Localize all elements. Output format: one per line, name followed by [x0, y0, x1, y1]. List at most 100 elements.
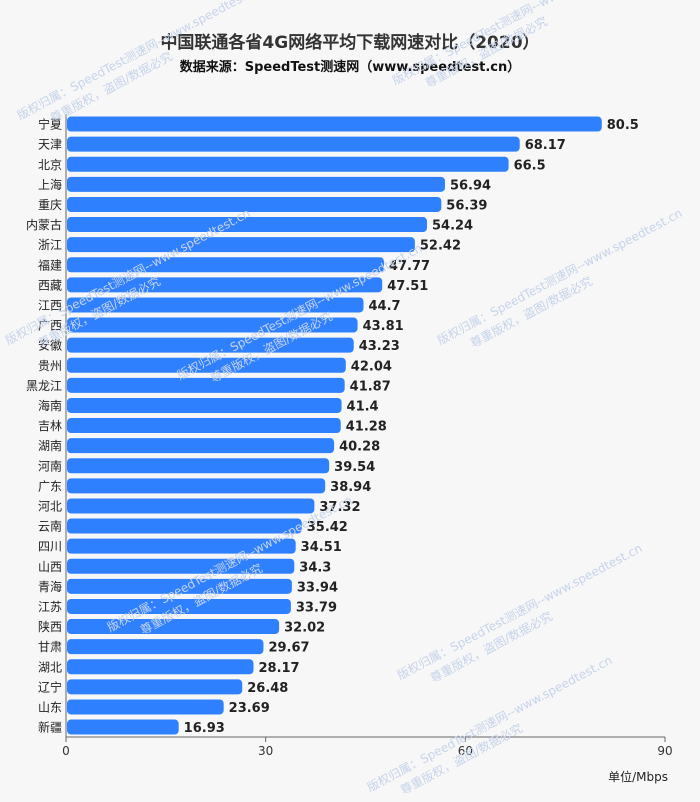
chart-title: 中国联通各省4G网络平均下载网速对比（2020）	[160, 33, 540, 53]
category-label: 湖南	[38, 438, 62, 453]
bar	[67, 317, 358, 333]
category-label: 重庆	[38, 198, 62, 212]
bar	[67, 217, 427, 233]
bar	[67, 619, 280, 635]
bar	[67, 337, 354, 353]
value-label: 16.93	[184, 721, 225, 736]
category-label: 上海	[38, 177, 62, 192]
category-label: 河南	[38, 458, 62, 473]
bar	[67, 136, 520, 152]
category-label: 广西	[38, 319, 62, 333]
value-label: 33.94	[297, 580, 338, 595]
category-label: 甘肃	[38, 640, 62, 654]
bar	[67, 438, 335, 454]
value-label: 47.77	[389, 259, 430, 274]
bar	[67, 639, 264, 655]
value-label: 39.54	[334, 460, 375, 475]
value-label: 37.32	[319, 500, 360, 515]
value-label: 68.17	[525, 138, 566, 153]
category-label: 安徽	[38, 338, 62, 353]
value-label: 41.4	[347, 399, 379, 414]
category-label: 福建	[38, 257, 62, 272]
x-tick-label: 0	[62, 744, 70, 758]
bar	[67, 196, 442, 212]
value-label: 41.87	[350, 379, 391, 394]
category-label: 天津	[38, 138, 62, 152]
category-label: 河北	[38, 499, 62, 513]
bar	[67, 397, 342, 413]
category-label: 黑龙江	[26, 379, 62, 393]
value-label: 28.17	[258, 661, 299, 676]
bar	[67, 498, 315, 514]
value-label: 43.81	[363, 319, 404, 334]
value-label: 34.3	[299, 560, 331, 575]
bar	[67, 116, 602, 132]
category-label: 新疆	[38, 720, 62, 735]
bar	[67, 357, 346, 373]
category-label: 青海	[38, 579, 62, 594]
bar	[67, 176, 445, 192]
category-label: 贵州	[38, 359, 62, 373]
value-label: 56.39	[446, 198, 487, 213]
category-label: 宁夏	[38, 117, 62, 132]
bar	[67, 257, 384, 273]
value-label: 33.79	[296, 600, 337, 615]
value-label: 66.5	[514, 158, 546, 173]
unit-label: 单位/Mbps	[608, 770, 668, 784]
bar	[67, 538, 296, 554]
value-label: 54.24	[432, 219, 473, 234]
chart-subtitle: 数据来源：SpeedTest测速网（www.speedtest.cn）	[179, 60, 521, 75]
bar	[67, 458, 330, 474]
value-label: 52.42	[420, 239, 461, 254]
value-label: 35.42	[307, 520, 348, 535]
bar	[67, 699, 224, 715]
bar	[67, 237, 415, 253]
bar	[67, 297, 364, 313]
bar	[67, 659, 254, 675]
category-label: 四川	[38, 540, 62, 554]
value-label: 40.28	[339, 440, 380, 455]
bar	[67, 719, 179, 735]
bar	[67, 478, 326, 494]
x-tick-label: 30	[258, 744, 273, 758]
category-label: 江苏	[38, 600, 62, 614]
bar	[67, 377, 345, 393]
bar	[67, 277, 383, 293]
category-label: 山西	[38, 560, 62, 574]
value-label: 23.69	[229, 701, 270, 716]
value-label: 38.94	[330, 480, 371, 495]
value-label: 41.28	[346, 420, 387, 435]
value-label: 34.51	[301, 540, 342, 555]
value-label: 47.51	[387, 279, 428, 294]
bar	[67, 418, 341, 434]
bar	[67, 578, 292, 594]
category-label: 云南	[38, 519, 62, 534]
bar	[67, 679, 243, 695]
category-label: 广东	[38, 479, 62, 493]
bar	[67, 518, 302, 534]
category-label: 内蒙古	[26, 217, 62, 232]
value-label: 80.5	[607, 118, 639, 133]
value-label: 42.04	[351, 359, 392, 374]
category-label: 浙江	[38, 238, 62, 252]
x-tick-label: 90	[657, 744, 672, 758]
bar	[67, 558, 295, 574]
category-label: 江西	[38, 298, 62, 312]
x-tick-label: 60	[458, 744, 473, 758]
category-label: 吉林	[38, 419, 62, 433]
category-label: 陕西	[38, 619, 62, 634]
bar	[67, 598, 291, 614]
value-label: 43.23	[359, 339, 400, 354]
bar	[67, 156, 509, 172]
value-label: 32.02	[284, 621, 325, 636]
category-label: 湖北	[38, 659, 62, 674]
category-label: 西藏	[38, 278, 62, 292]
value-label: 44.7	[369, 299, 401, 314]
category-label: 辽宁	[38, 679, 62, 694]
category-label: 海南	[38, 398, 62, 413]
value-label: 26.48	[247, 681, 288, 696]
value-label: 56.94	[450, 178, 491, 193]
category-label: 北京	[38, 158, 62, 172]
value-label: 29.67	[268, 641, 309, 656]
